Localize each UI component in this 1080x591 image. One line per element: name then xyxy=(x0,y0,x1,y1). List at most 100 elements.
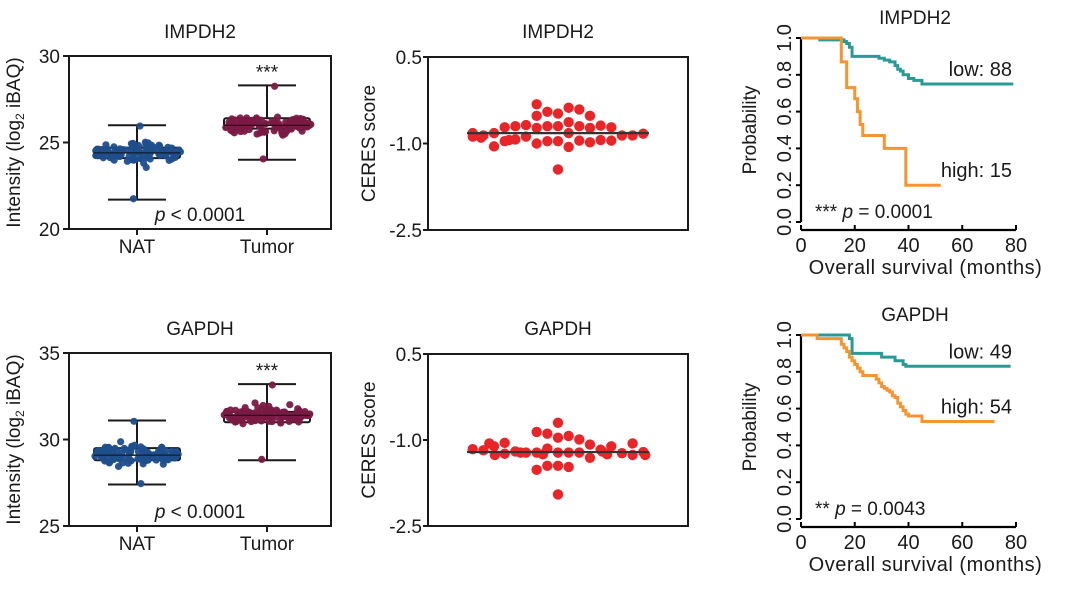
y-axis-label: Probability xyxy=(740,382,761,471)
series-label-low: low: 88 xyxy=(949,59,1012,81)
x-tick-label: 80 xyxy=(1005,532,1027,554)
y-tick-label: 1.0 xyxy=(774,24,796,52)
survival-curve-high xyxy=(801,36,941,187)
y-tick-label: 1.0 xyxy=(774,321,796,349)
y-label-part: iBAQ) xyxy=(4,354,25,410)
data-point xyxy=(226,406,235,414)
panel-title: IMPDH2 xyxy=(879,8,951,29)
p-symbol: p xyxy=(154,205,166,226)
data-point xyxy=(253,130,261,138)
data-point xyxy=(129,195,138,203)
data-point xyxy=(542,460,553,471)
data-point xyxy=(134,141,143,150)
data-point xyxy=(114,462,123,471)
data-point xyxy=(273,113,282,121)
data-point xyxy=(552,460,564,471)
data-point xyxy=(176,148,184,156)
data-point xyxy=(109,152,117,161)
data-point xyxy=(136,154,144,163)
data-point xyxy=(228,115,236,123)
data-point xyxy=(574,104,585,115)
data-point xyxy=(105,459,113,467)
data-point xyxy=(116,455,124,463)
data-point xyxy=(258,405,266,413)
data-point xyxy=(144,455,153,463)
x-tick-label: Tumor xyxy=(240,237,295,258)
data-point xyxy=(91,452,99,460)
data-point xyxy=(531,110,542,122)
p-value-text: < 0.0001 xyxy=(165,205,245,226)
data-point xyxy=(292,409,300,417)
y-axis-label: Probability xyxy=(740,85,761,174)
km-impdh2-panel: IMPDH2 0.0 0.2 0.4 0.6 0.8 1.0 Probability 0 20 40… xyxy=(740,8,1042,279)
data-point xyxy=(584,122,596,134)
survival-curve-low xyxy=(801,36,1014,86)
y-tick-label: 0.2 xyxy=(774,468,796,496)
data-point xyxy=(616,130,628,141)
data-point xyxy=(531,464,542,476)
panel-title: IMPDH2 xyxy=(522,22,594,43)
y-tick-label: 0.0 xyxy=(774,505,796,533)
data-point xyxy=(283,127,291,135)
data-point xyxy=(627,130,638,141)
panel-title: GAPDH xyxy=(524,319,592,340)
y-tick-label: 20 xyxy=(39,220,60,241)
significance-stars: *** xyxy=(815,202,842,223)
data-point xyxy=(124,459,132,467)
data-point xyxy=(542,121,553,132)
data-point xyxy=(499,122,510,133)
ceres-gapdh-panel: GAPDH -2.5 -1.0 0.5 CERES score xyxy=(359,319,689,538)
data-point xyxy=(563,141,574,153)
data-point xyxy=(303,123,311,131)
series-label-low: low: 49 xyxy=(949,341,1012,363)
data-point xyxy=(584,439,596,450)
data-point xyxy=(488,141,500,152)
data-point xyxy=(595,134,606,146)
data-point xyxy=(295,418,303,426)
p-value-text: < 0.0001 xyxy=(165,502,245,523)
y-tick-label: 30 xyxy=(39,47,60,68)
y-tick-label: -1.0 xyxy=(389,431,422,452)
y-tick-label: 0.4 xyxy=(774,134,796,162)
y-tick-label: 0.0 xyxy=(774,208,796,236)
data-point xyxy=(137,480,145,488)
data-point xyxy=(119,146,127,154)
data-point xyxy=(134,148,142,156)
y-label-subscript: 2 xyxy=(13,113,27,120)
y-axis-label: Intensity (log2 iBAQ) xyxy=(4,354,27,524)
p-symbol: p xyxy=(834,499,846,520)
data-point xyxy=(531,99,542,110)
data-point xyxy=(552,417,564,428)
data-point xyxy=(115,152,124,161)
data-point xyxy=(542,135,553,147)
data-point xyxy=(241,403,249,412)
data-point xyxy=(563,116,574,128)
significance-stars: *** xyxy=(256,361,279,382)
data-point xyxy=(261,127,270,136)
data-point xyxy=(531,122,542,134)
survival-curve-low xyxy=(801,333,1011,368)
data-point xyxy=(606,122,617,133)
boxplot-impdh2-panel: IMPDH2 20 25 30 Intensity (log2 iBAQ) NAT Tumo… xyxy=(4,22,332,258)
y-tick-label: 0.5 xyxy=(396,48,422,69)
data-point xyxy=(120,444,128,452)
y-axis-label: CERES score xyxy=(359,85,380,202)
data-point xyxy=(273,407,281,416)
x-axis-label: Overall survival (months) xyxy=(809,257,1043,279)
y-label-part: Intensity (log xyxy=(4,417,25,525)
data-point xyxy=(139,460,147,468)
y-tick-label: 0.6 xyxy=(774,98,796,126)
data-point xyxy=(142,163,150,172)
x-axis-label: Overall survival (months) xyxy=(809,554,1043,576)
data-point xyxy=(503,134,515,146)
data-point xyxy=(117,438,125,446)
data-point xyxy=(510,121,521,132)
p-value-annotation: p < 0.0001 xyxy=(154,502,245,523)
p-symbol: p xyxy=(841,202,853,223)
data-point xyxy=(128,143,136,151)
data-point xyxy=(574,121,585,132)
data-point xyxy=(574,135,585,146)
y-label-part: iBAQ) xyxy=(4,57,25,113)
y-label-subscript: 2 xyxy=(13,410,27,417)
significance-stars: ** xyxy=(815,499,835,520)
